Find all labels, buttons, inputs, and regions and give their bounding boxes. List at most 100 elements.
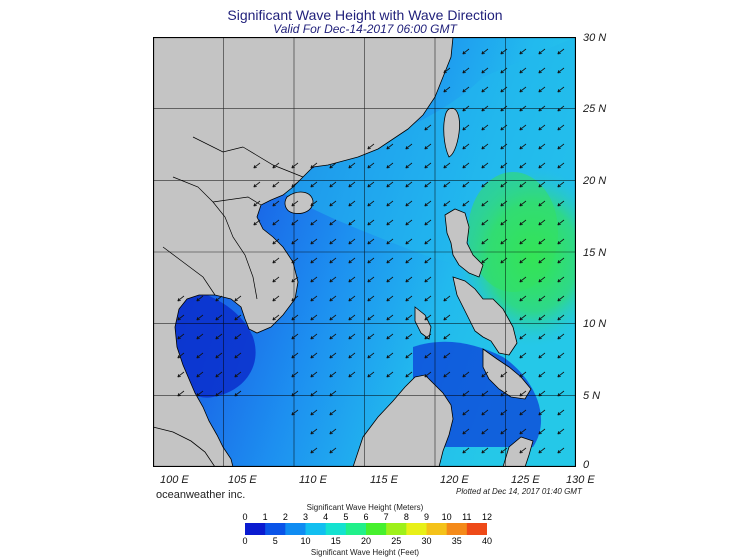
wave-arrow (462, 48, 470, 55)
colorbar-segment (386, 523, 407, 535)
high-wave-core (468, 172, 558, 292)
wave-arrow (443, 200, 451, 207)
wave-arrow (405, 276, 413, 283)
wave-arrow (367, 162, 375, 169)
hainan-island (284, 191, 314, 214)
gulf-of-thailand (171, 287, 256, 398)
wave-arrow (538, 390, 546, 397)
wave-arrow (215, 295, 223, 302)
meters-tick-label: 4 (323, 512, 329, 522)
wave-arrow (481, 428, 489, 435)
wave-arrow (443, 86, 451, 93)
meters-tick-label: 5 (343, 512, 349, 522)
wave-arrow (557, 409, 565, 416)
wave-arrow (443, 295, 451, 302)
wave-arrow (424, 276, 432, 283)
feet-tick-label: 10 (300, 536, 311, 546)
wave-arrow (538, 257, 546, 264)
wave-arrow (405, 162, 413, 169)
wave-arrow (348, 295, 356, 302)
wave-height-map (153, 37, 576, 467)
colorbar-segment (325, 523, 347, 535)
wave-arrow (500, 390, 508, 397)
wave-arrow (348, 371, 356, 378)
wave-arrow (519, 314, 527, 321)
colorbar-segment (466, 523, 487, 535)
wave-arrow (329, 409, 337, 416)
colorbar-segment (426, 523, 448, 535)
meters-tick-label: 9 (423, 512, 430, 522)
wave-arrow (348, 314, 356, 321)
wave-height-colorbar (245, 523, 487, 535)
wave-arrow (519, 447, 527, 454)
wave-arrow (348, 333, 356, 340)
wave-arrow (500, 257, 508, 264)
wave-arrow (462, 447, 470, 454)
lon-label-130e: 130 E (566, 474, 595, 486)
wave-arrow (329, 162, 337, 169)
feet-tick-label: 35 (451, 536, 462, 546)
wave-arrow (177, 314, 185, 321)
wave-arrow (462, 124, 470, 131)
wave-arrow (519, 162, 527, 169)
feet-tick-label: 20 (360, 536, 372, 546)
wave-arrow (348, 200, 356, 207)
wave-arrow (424, 219, 432, 226)
colorbar-segment (285, 523, 306, 535)
wave-arrow (519, 105, 527, 112)
wave-arrow (500, 200, 508, 207)
wave-arrow (310, 409, 318, 416)
wave-arrow (424, 181, 432, 188)
wave-arrow (462, 105, 470, 112)
wave-arrow (367, 314, 375, 321)
wave-arrow (557, 124, 565, 131)
colorbar-feet-title: Significant Wave Height (Feet) (310, 548, 420, 557)
meters-tick-label: 3 (302, 512, 309, 522)
wave-arrow (500, 124, 508, 131)
wave-arrow (538, 67, 546, 74)
wave-arrow (462, 86, 470, 93)
lon-label-115e: 115 E (370, 474, 398, 486)
wave-arrow (481, 48, 489, 55)
wave-arrow (367, 257, 375, 264)
meters-tick-label: 6 (363, 512, 369, 522)
meters-tick-label: 8 (403, 512, 409, 522)
wave-arrow (329, 276, 337, 283)
lat-label-30n: 30 N (583, 32, 607, 44)
wave-arrow (272, 314, 280, 321)
wave-arrow (310, 390, 318, 397)
wave-arrow (519, 371, 527, 378)
wave-arrow (196, 371, 204, 378)
wave-arrow (272, 181, 280, 188)
wave-arrow (557, 162, 565, 169)
wave-arrow (291, 295, 299, 302)
wave-arrow (291, 257, 299, 264)
wave-arrow (405, 257, 413, 264)
wave-arrow (481, 143, 489, 150)
wave-arrow (462, 371, 470, 378)
wave-arrow (424, 200, 432, 207)
wave-arrow (519, 238, 527, 245)
wave-arrow (538, 162, 546, 169)
wave-arrow (500, 67, 508, 74)
wave-arrow (386, 352, 394, 359)
wave-direction-arrows (177, 48, 565, 454)
wave-arrow (367, 219, 375, 226)
wave-arrow (481, 371, 489, 378)
wave-arrow (519, 48, 527, 55)
wave-arrow (443, 67, 451, 74)
wave-arrow (500, 48, 508, 55)
wave-arrow (329, 333, 337, 340)
meters-tick-label: 2 (282, 512, 288, 522)
wave-arrow (519, 409, 527, 416)
wave-arrow (538, 447, 546, 454)
wave-arrow (234, 371, 242, 378)
wave-arrow (424, 333, 432, 340)
wave-arrow (519, 181, 527, 188)
wave-arrow (310, 333, 318, 340)
wave-arrow (348, 162, 356, 169)
wave-arrow (177, 371, 185, 378)
lon-label-110e: 110 E (299, 474, 327, 486)
lon-label-120e: 120 E (440, 474, 469, 486)
wave-arrow (557, 276, 565, 283)
